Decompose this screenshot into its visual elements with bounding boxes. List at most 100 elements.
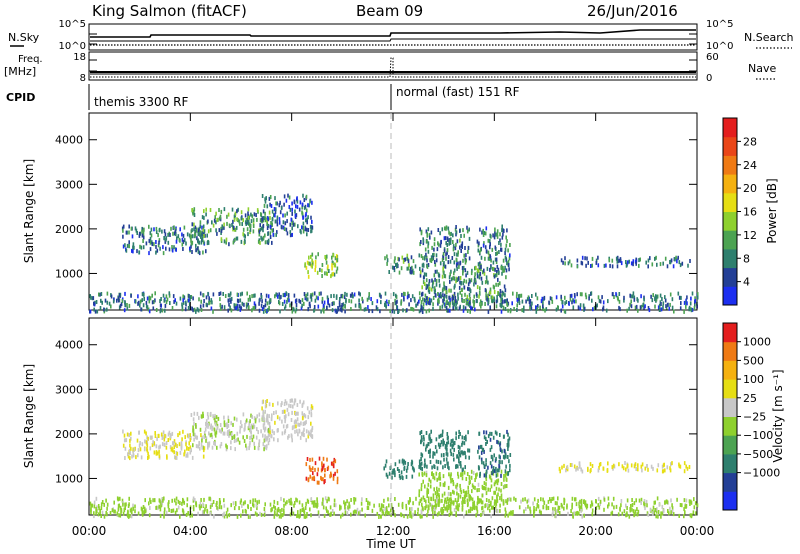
y-tick-label: 4000 <box>55 339 83 352</box>
colorbar-tick-label: 1000 <box>743 336 771 349</box>
y-tick-label: 2000 <box>55 428 83 441</box>
echo-region <box>383 458 415 481</box>
x-tick-label: 00:00 <box>72 524 107 538</box>
x-tick-label: 00:00 <box>680 524 715 538</box>
beam-title: Beam 09 <box>356 2 423 20</box>
nsky-label: N.Sky <box>8 31 40 44</box>
echo-region <box>384 253 417 275</box>
echo-region <box>89 291 699 314</box>
colorbar-swatch <box>723 379 737 399</box>
echo-region <box>418 225 471 269</box>
x-tick-label: 12:00 <box>376 524 411 538</box>
colorbar-swatch <box>723 323 737 343</box>
colorbar-tick-label: 8 <box>743 252 750 265</box>
nave-tick-top: 60 <box>706 52 719 63</box>
nsky-trace <box>90 29 696 38</box>
freq-label-2: [MHz] <box>4 65 36 78</box>
colorbar-swatch <box>723 435 737 455</box>
nsky-panel: N.Sky 10^5 10^0 10^5 10^0 N.Search <box>8 19 794 52</box>
colorbar-swatch <box>723 341 737 361</box>
colorbar-tick-label: 20 <box>743 182 757 195</box>
echo-region <box>476 224 511 273</box>
colorbar-tick-label: 500 <box>743 354 764 367</box>
colorbar-swatch <box>723 192 737 212</box>
colorbar-swatch <box>723 155 737 175</box>
colorbar-swatch <box>723 267 737 287</box>
nsky-tick-bottom: 10^0 <box>59 41 86 52</box>
colorbar-swatch <box>723 286 737 306</box>
velocity-y-ticks: 1000 2000 3000 4000 <box>55 318 698 515</box>
power-echoes <box>89 193 699 314</box>
echo-region <box>418 429 471 473</box>
colorbar-swatch <box>723 416 737 436</box>
y-tick-label: 3000 <box>55 383 83 396</box>
colorbar-tick-label: −25 <box>743 411 766 424</box>
echo-region <box>89 496 699 519</box>
power-panel: 1000 2000 3000 4000 Slant Range [km] 4 8 12 16… <box>22 112 779 314</box>
y-tick-label: 4000 <box>55 134 83 147</box>
cpid-mode-0: themis 3300 RF <box>94 95 188 109</box>
velocity-ylabel: Slant Range [km] <box>22 364 36 468</box>
cpid-mode-1: normal (fast) 151 RF <box>396 85 520 99</box>
echo-region <box>190 411 273 452</box>
colorbar-swatch <box>723 230 737 250</box>
colorbar-tick-label: 12 <box>743 229 757 242</box>
x-tick-label: 08:00 <box>274 524 309 538</box>
colorbar-swatch <box>723 136 737 156</box>
cpid-panel: CPID themis 3300 RF normal (fast) 151 RF <box>6 84 520 110</box>
colorbar-swatch <box>723 118 737 138</box>
colorbar-tick-label: 4 <box>743 276 750 289</box>
x-tick-label: 20:00 <box>578 524 613 538</box>
colorbar-tick-label: 25 <box>743 392 757 405</box>
colorbar-swatch <box>723 248 737 269</box>
power-frame <box>88 112 698 311</box>
echo-region <box>304 252 339 279</box>
station-title: King Salmon (fitACF) <box>92 2 247 20</box>
x-axis-label: Time UT <box>365 537 416 551</box>
echo-region <box>560 255 691 269</box>
velocity-colorbar: 1000 500 100 25 −25 −100 −500 −1000 <box>722 322 780 511</box>
freq-panel: Freq. [MHz] 18 8 60 0 Nave <box>4 51 776 84</box>
freq-tick-top: 18 <box>73 52 86 63</box>
power-ylabel: Slant Range [km] <box>22 159 36 263</box>
echo-region <box>122 429 206 461</box>
cpid-label: CPID <box>6 91 35 104</box>
colorbar-tick-label: 100 <box>743 373 764 386</box>
colorbar-tick-label: 28 <box>743 135 757 148</box>
velocity-echoes <box>89 398 699 519</box>
nave-trace <box>90 57 696 78</box>
date-title: 26/Jun/2016 <box>587 2 678 20</box>
nsearch-label: N.Search <box>744 31 794 44</box>
freq-tick-bottom: 8 <box>80 73 86 84</box>
y-tick-label: 1000 <box>55 267 83 280</box>
y-tick-label: 2000 <box>55 223 83 236</box>
echo-region <box>477 429 512 478</box>
power-colorbar-label: Power [dB] <box>765 178 779 243</box>
nsky-trace-2 <box>90 38 696 42</box>
x-axis: 00:00 04:00 08:00 12:00 16:00 20:00 00:00 <box>72 524 715 538</box>
power-y-ticks: 1000 2000 3000 4000 <box>55 113 698 310</box>
velocity-colorbar-label: Velocity [m s⁻¹] <box>771 369 785 462</box>
colorbar-swatch <box>723 360 737 380</box>
echo-region <box>305 456 339 485</box>
nsky-tick-top: 10^5 <box>59 19 86 30</box>
freq-label-1: Freq. <box>18 54 43 65</box>
velocity-frame <box>88 317 698 516</box>
nave-label: Nave <box>748 62 776 75</box>
colorbar-swatch <box>723 174 737 194</box>
colorbar-swatch <box>723 472 737 492</box>
x-tick-label: 16:00 <box>477 524 512 538</box>
echo-region <box>261 398 314 443</box>
y-tick-label: 3000 <box>55 178 83 191</box>
nsearch-tick-bottom: 10^0 <box>706 41 733 52</box>
power-colorbar: 4 8 12 16 20 24 28 <box>722 117 757 306</box>
colorbar-swatch <box>723 397 737 417</box>
colorbar-swatch <box>723 491 737 511</box>
colorbar-tick-label: 16 <box>743 206 757 219</box>
nave-tick-bottom: 0 <box>706 73 712 84</box>
nsearch-tick-top: 10^5 <box>706 19 733 30</box>
colorbar-tick-label: −500 <box>743 448 773 461</box>
colorbar-tick-label: −1000 <box>743 467 780 480</box>
colorbar-tick-label: 24 <box>743 159 757 172</box>
